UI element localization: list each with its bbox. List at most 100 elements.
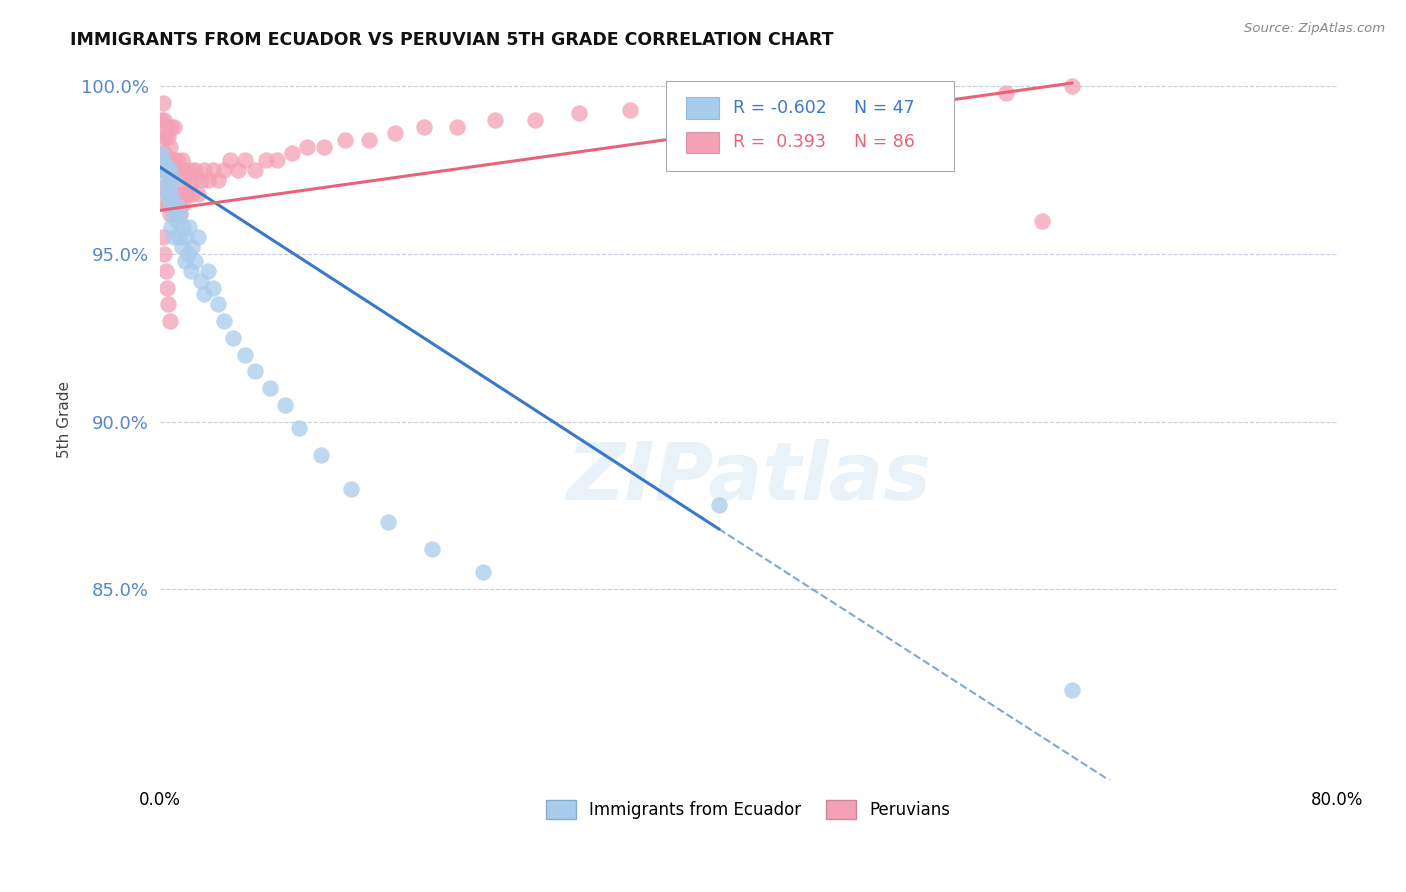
Point — [1060, 79, 1083, 94]
Point — [295, 140, 318, 154]
Point — [184, 163, 207, 178]
Point — [169, 207, 191, 221]
Point — [176, 247, 198, 261]
Point — [523, 112, 546, 127]
Point — [153, 112, 176, 127]
Point — [170, 240, 193, 254]
Point — [155, 264, 177, 278]
Y-axis label: 5th Grade: 5th Grade — [58, 382, 72, 458]
Point — [281, 146, 304, 161]
Text: ZIPatlas: ZIPatlas — [565, 439, 931, 516]
Point — [155, 129, 177, 144]
Point — [156, 120, 179, 134]
Point — [160, 186, 183, 201]
Point — [153, 180, 176, 194]
Point — [226, 163, 249, 178]
Point — [446, 120, 468, 134]
Point — [707, 499, 730, 513]
Point — [222, 331, 245, 345]
Point — [172, 220, 194, 235]
Point — [163, 230, 186, 244]
Point — [152, 96, 174, 111]
Point — [159, 207, 181, 221]
Point — [159, 140, 181, 154]
Point — [176, 186, 198, 201]
Point — [1060, 682, 1083, 697]
Point — [187, 230, 209, 244]
Point — [167, 196, 190, 211]
Point — [266, 153, 288, 168]
Point — [165, 196, 187, 211]
Point — [413, 120, 436, 134]
Point — [180, 163, 202, 178]
Point — [156, 160, 179, 174]
Point — [311, 448, 333, 462]
Point — [160, 186, 183, 201]
Point — [173, 186, 195, 201]
Point — [484, 112, 506, 127]
Point — [155, 163, 177, 178]
Point — [193, 163, 215, 178]
Point — [184, 253, 207, 268]
Point — [207, 297, 229, 311]
Point — [157, 129, 180, 144]
Point — [150, 112, 173, 127]
Point — [181, 186, 204, 201]
Point — [157, 163, 180, 178]
Point — [166, 186, 188, 201]
Bar — [686, 132, 718, 153]
Point — [156, 186, 179, 201]
Point — [157, 180, 180, 194]
Point — [472, 566, 495, 580]
Point — [150, 146, 173, 161]
Point — [153, 146, 176, 161]
Point — [160, 153, 183, 168]
Point — [162, 196, 184, 211]
Point — [152, 230, 174, 244]
Point — [173, 253, 195, 268]
Point — [156, 186, 179, 201]
Point — [162, 207, 184, 221]
Text: N = 86: N = 86 — [853, 134, 915, 152]
Point — [177, 173, 200, 187]
Point — [233, 348, 256, 362]
Point — [180, 264, 202, 278]
Point — [169, 207, 191, 221]
Point — [153, 247, 176, 261]
Point — [170, 153, 193, 168]
Point — [193, 287, 215, 301]
Point — [744, 96, 766, 111]
Point — [245, 364, 267, 378]
Point — [259, 381, 281, 395]
Point — [165, 163, 187, 178]
Point — [273, 398, 295, 412]
Point — [153, 163, 176, 178]
FancyBboxPatch shape — [666, 81, 955, 171]
Point — [165, 196, 187, 211]
Text: R =  0.393: R = 0.393 — [733, 134, 825, 152]
Point — [159, 314, 181, 328]
Point — [898, 89, 921, 103]
Point — [160, 220, 183, 235]
Point — [233, 153, 256, 168]
Point — [340, 482, 363, 496]
Point — [155, 173, 177, 187]
Point — [156, 280, 179, 294]
Point — [174, 230, 197, 244]
Point — [163, 173, 186, 187]
Point — [619, 103, 641, 117]
Point — [157, 297, 180, 311]
Point — [167, 163, 190, 178]
Point — [170, 186, 193, 201]
Point — [162, 163, 184, 178]
Point — [150, 146, 173, 161]
Point — [197, 264, 219, 278]
Point — [159, 173, 181, 187]
Point — [166, 213, 188, 227]
Point — [288, 421, 311, 435]
Point — [159, 196, 181, 211]
Point — [818, 93, 841, 107]
Point — [678, 99, 700, 113]
Point — [174, 163, 197, 178]
Point — [183, 173, 205, 187]
